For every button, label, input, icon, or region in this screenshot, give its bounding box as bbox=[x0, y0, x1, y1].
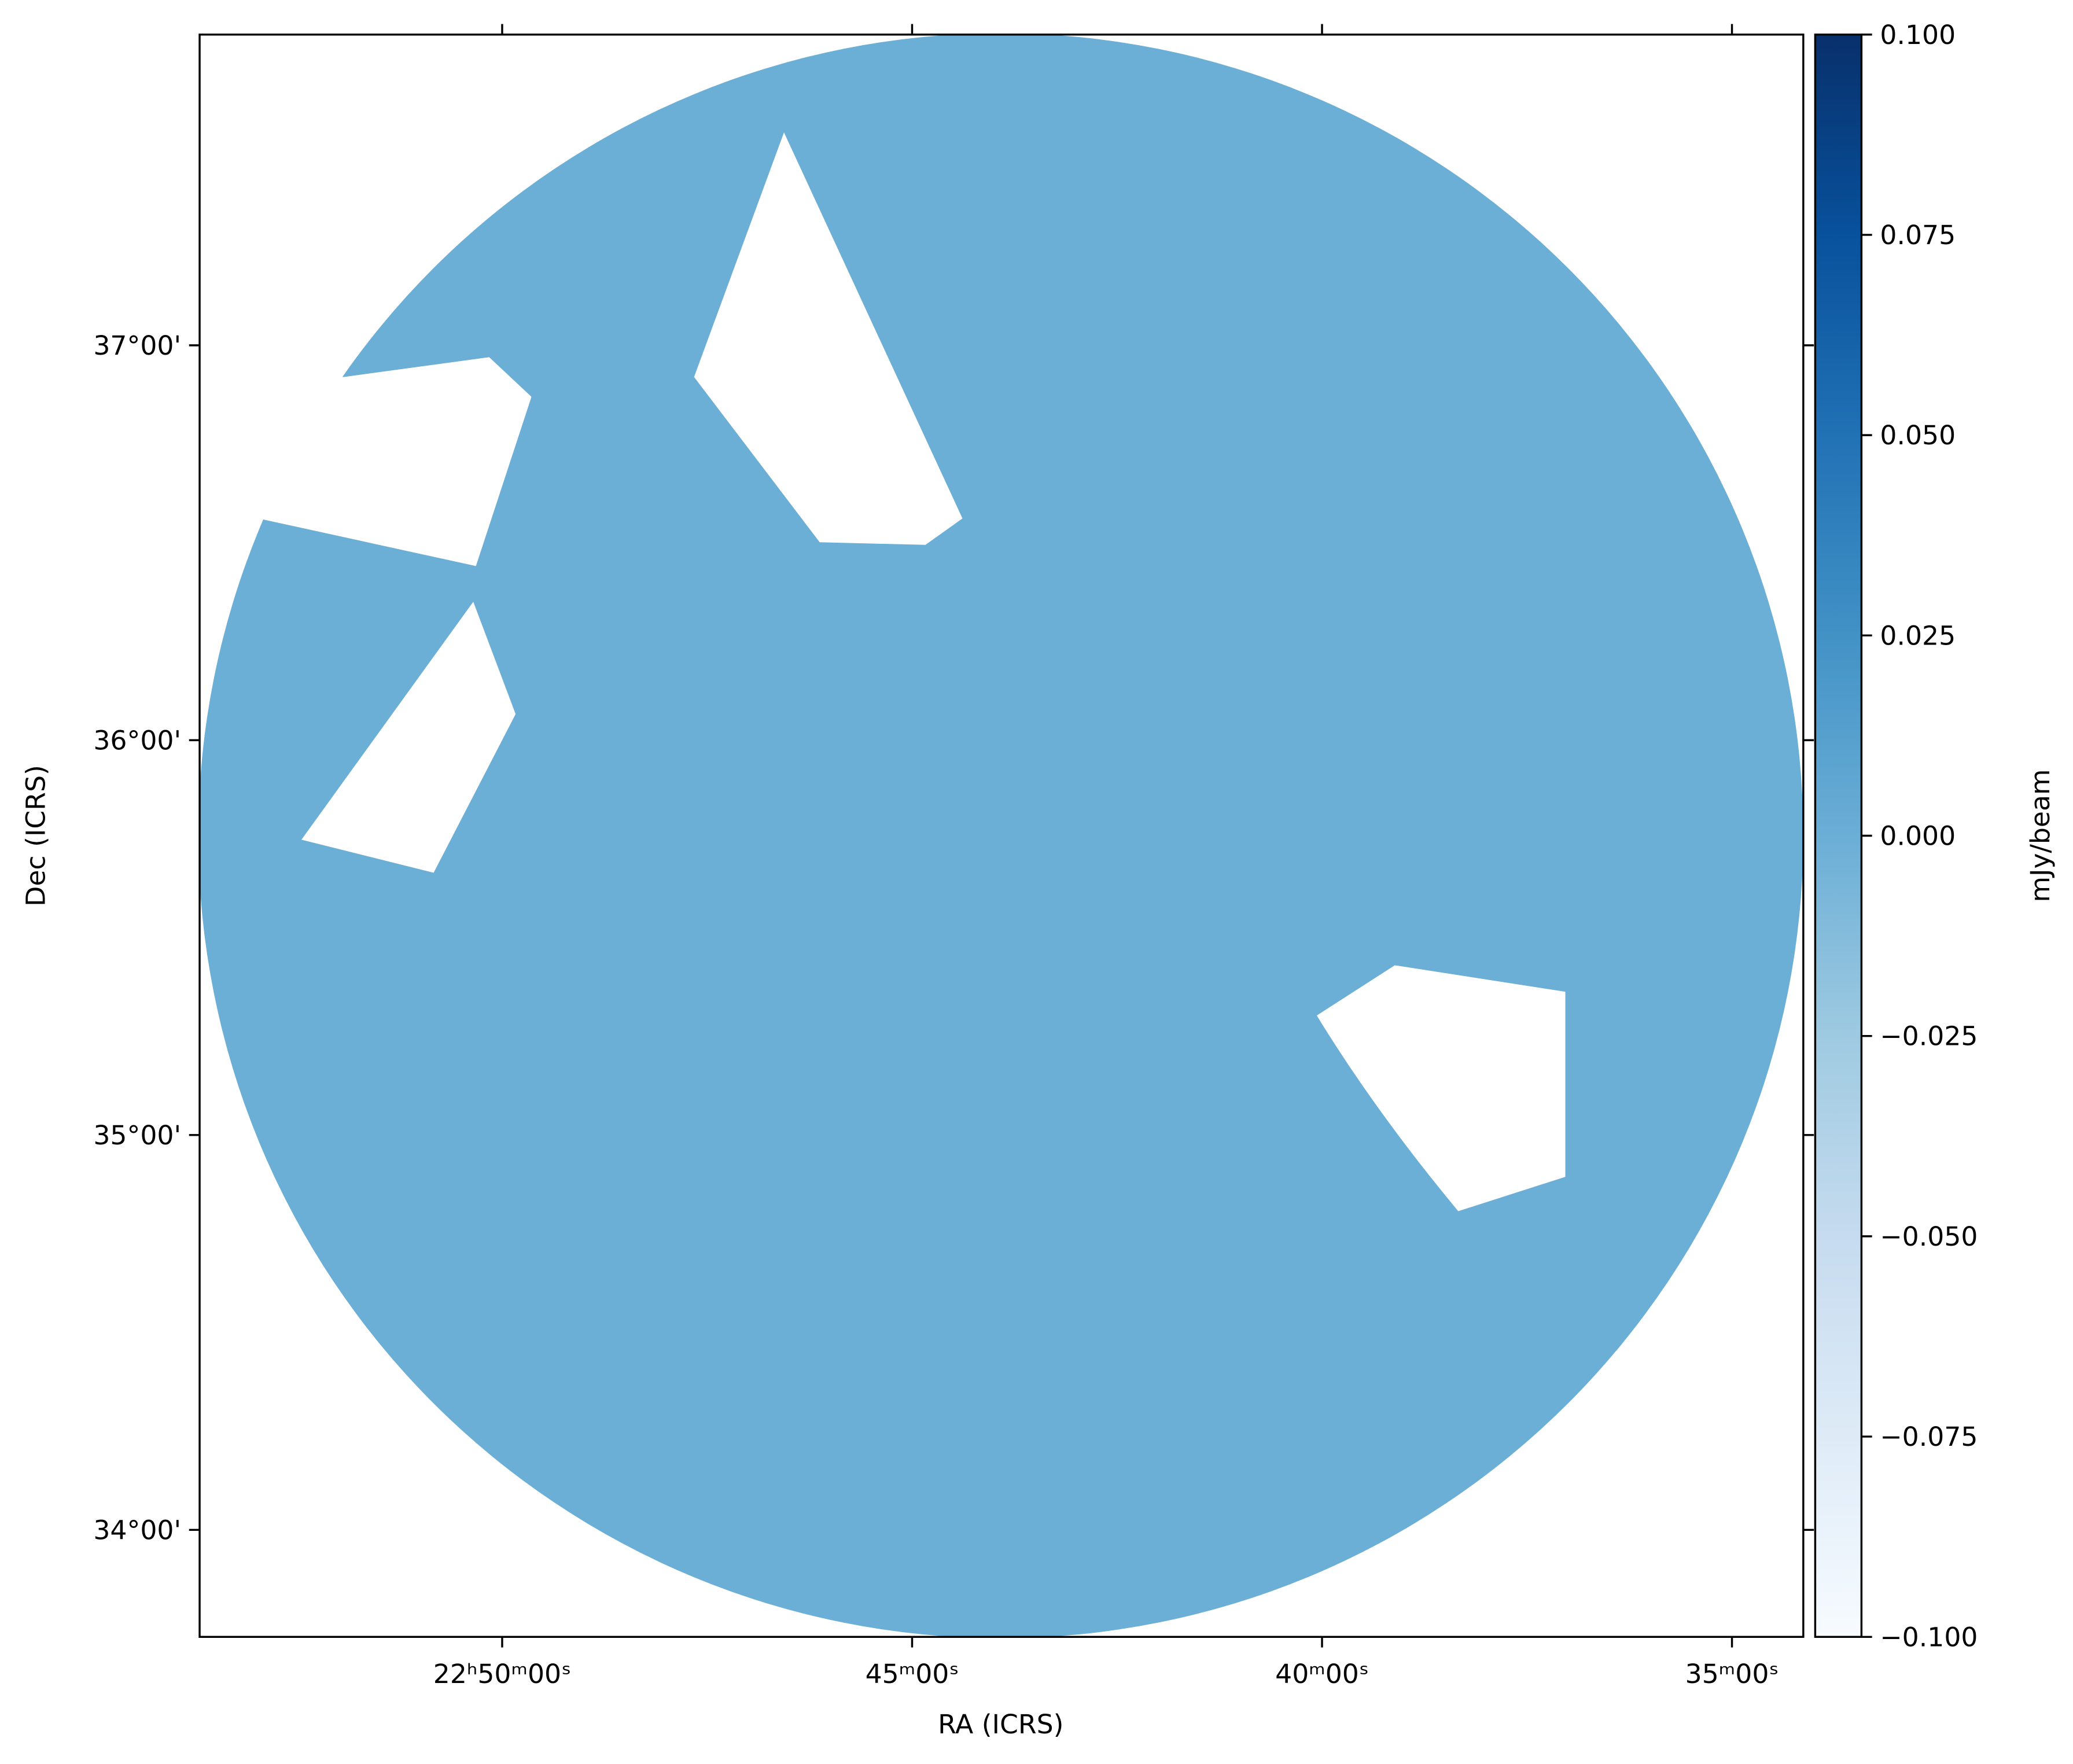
x-axis-label: RA (ICRS) bbox=[938, 1709, 1063, 1740]
y-tick-label: 34°00' bbox=[93, 1515, 181, 1545]
x-tick-label: 45ᵐ00ˢ bbox=[866, 1659, 959, 1689]
colorbar-tick-label: −0.025 bbox=[1880, 1021, 1978, 1052]
colorbar-tick-label: 0.050 bbox=[1880, 420, 1956, 451]
y-tick-label: 36°00' bbox=[93, 725, 181, 756]
x-tick-label: 35ᵐ00ˢ bbox=[1685, 1659, 1779, 1689]
colorbar-tick-label: 0.075 bbox=[1880, 220, 1956, 251]
x-tick-label: 40ᵐ00ˢ bbox=[1275, 1659, 1369, 1689]
colorbar bbox=[1814, 34, 1863, 1638]
masked-region bbox=[1316, 965, 1566, 1211]
colorbar-tick-label: −0.075 bbox=[1880, 1421, 1978, 1452]
masked-region bbox=[200, 357, 532, 566]
plot-frame bbox=[198, 34, 1805, 1638]
colorbar-tick-label: −0.050 bbox=[1880, 1221, 1978, 1252]
y-tick-label: 37°00' bbox=[93, 330, 181, 361]
colorbar-tick-label: −0.100 bbox=[1880, 1622, 1978, 1652]
colorbar-label: mJy/beam bbox=[2025, 769, 2056, 903]
masked-region bbox=[301, 602, 516, 873]
x-tick-label: 22ʰ50ᵐ00ˢ bbox=[433, 1659, 571, 1689]
colorbar-tick-label: 0.000 bbox=[1880, 821, 1956, 852]
masked-regions bbox=[200, 132, 1566, 1211]
image bbox=[200, 34, 1803, 1637]
colorbar-tick-label: 0.100 bbox=[1880, 20, 1956, 50]
sky-image bbox=[200, 34, 1803, 1637]
y-tick-label: 35°00' bbox=[93, 1120, 181, 1151]
colorbar-tick-label: 0.025 bbox=[1880, 620, 1956, 651]
y-axis-label: Dec (ICRS) bbox=[21, 765, 51, 907]
masked-region bbox=[694, 132, 963, 545]
